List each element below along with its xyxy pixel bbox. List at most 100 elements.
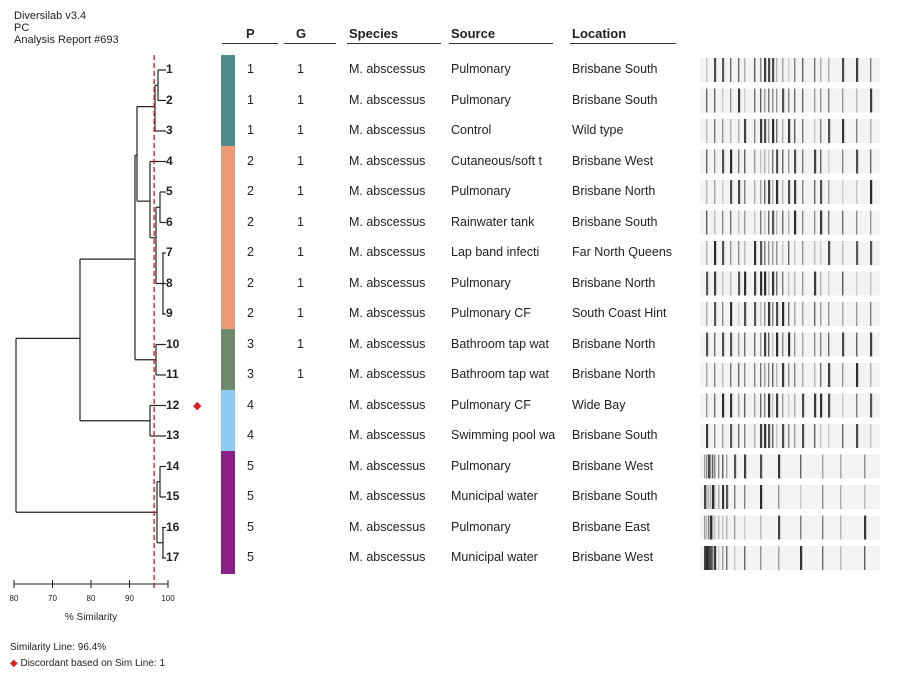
fingerprint-band <box>706 363 708 387</box>
fingerprint-band <box>754 302 757 326</box>
location-cell: Brisbane East <box>572 519 650 534</box>
fingerprint-band <box>842 332 845 357</box>
fingerprint-band <box>712 546 714 570</box>
report-header: Diversilab v3.4 PC Analysis Report #693 <box>14 10 119 46</box>
fingerprint-band <box>776 424 778 448</box>
fingerprint-bands <box>700 119 880 143</box>
fingerprint-band <box>718 485 720 509</box>
fingerprint-band <box>856 210 858 235</box>
location-cell: Brisbane North <box>572 367 656 381</box>
fingerprint-band <box>722 485 725 509</box>
fingerprint-band <box>776 363 778 387</box>
pattern-color-bar <box>221 542 235 574</box>
fingerprint-band <box>706 546 709 570</box>
fingerprint-band <box>856 119 858 143</box>
report-title: Analysis Report #693 <box>14 34 119 46</box>
fingerprint-band <box>778 546 780 570</box>
fingerprint-band <box>734 454 737 479</box>
fingerprint-band <box>738 210 740 235</box>
fingerprint-band <box>744 393 746 418</box>
fingerprint-background <box>700 271 880 296</box>
fingerprint-band <box>828 271 830 296</box>
fingerprint-band <box>738 58 740 82</box>
fingerprint-band <box>760 119 763 143</box>
fingerprint-band <box>708 485 710 509</box>
fingerprint-band <box>776 271 778 296</box>
fingerprint-band <box>706 88 708 113</box>
fingerprint-band <box>870 363 872 387</box>
fingerprint-band <box>842 180 844 204</box>
pattern-cell: 2 <box>247 184 254 198</box>
fingerprint-band <box>760 88 762 113</box>
pattern-cell: 2 <box>247 306 254 320</box>
fingerprint-band <box>722 119 724 143</box>
column-rule-p <box>222 43 278 44</box>
fingerprint-band <box>814 119 816 143</box>
location-cell: Wide Bay <box>572 397 626 412</box>
fingerprint-band <box>722 180 724 204</box>
axis-tick-label: 80 <box>87 594 96 603</box>
fingerprint-band <box>722 271 724 296</box>
fingerprint-band <box>800 546 803 570</box>
fingerprint-band <box>772 88 774 113</box>
fingerprint-band <box>704 515 706 540</box>
source-cell: Bathroom tap wat <box>451 367 549 381</box>
fingerprint-band <box>800 454 802 479</box>
fingerprint-band <box>840 546 842 570</box>
location-cell: Brisbane South <box>572 92 658 107</box>
fingerprint-band <box>856 271 858 296</box>
fingerprint-band <box>772 302 774 326</box>
fingerprint-band <box>744 149 746 174</box>
fingerprint-band <box>768 332 770 357</box>
fingerprint-band <box>842 210 844 235</box>
fingerprint-band <box>706 119 708 143</box>
fingerprint-band <box>814 149 817 174</box>
species-cell: M. abscessus <box>349 458 426 473</box>
fingerprint-band <box>870 149 872 174</box>
fingerprint-band <box>714 363 716 387</box>
fingerprint-band <box>788 424 790 448</box>
source-cell: Pulmonary <box>451 458 511 473</box>
axis-tick-label: 70 <box>48 594 57 603</box>
fingerprint-bands <box>700 149 880 174</box>
fingerprint-band <box>870 210 872 235</box>
fingerprint-band <box>768 58 771 82</box>
fingerprint-band <box>768 302 771 326</box>
fingerprint-band <box>706 180 708 204</box>
fingerprint-band <box>814 88 816 113</box>
fingerprint-band <box>714 180 716 204</box>
fingerprint-band <box>738 302 740 326</box>
fingerprint-band <box>776 241 778 265</box>
source-cell: Pulmonary <box>451 92 511 107</box>
fingerprint-band <box>794 149 797 174</box>
fingerprint-band <box>738 271 741 296</box>
fingerprint-band <box>744 271 747 296</box>
fingerprint-band <box>794 302 796 326</box>
pattern-cell: 2 <box>247 275 254 290</box>
fingerprint-band <box>802 241 804 265</box>
fingerprint-band <box>814 363 816 387</box>
pattern-cell: 1 <box>247 92 254 107</box>
fingerprint-band <box>730 58 732 82</box>
fingerprint-band <box>870 119 872 143</box>
species-cell: M. abscessus <box>349 184 426 198</box>
fingerprint-band <box>842 241 844 265</box>
fingerprint-band <box>768 271 770 296</box>
species-cell: M. abscessus <box>349 519 426 534</box>
location-cell: Brisbane South <box>572 428 658 442</box>
fingerprint-band <box>870 302 872 326</box>
fingerprint-band <box>782 210 784 235</box>
fingerprint-band <box>782 363 785 387</box>
fingerprint-background <box>700 363 880 387</box>
fingerprint-band <box>776 302 779 326</box>
fingerprint-band <box>842 424 844 448</box>
fingerprint-bands <box>700 424 880 448</box>
fingerprint-band <box>768 119 770 143</box>
fingerprint-band <box>794 332 796 357</box>
isolate-id: 7 <box>166 245 173 259</box>
source-cell: Pulmonary <box>451 184 511 198</box>
fingerprint-band <box>820 210 823 235</box>
source-cell: Bathroom tap wat <box>451 336 549 351</box>
pattern-color-bar <box>221 329 235 361</box>
fingerprint-band <box>772 393 774 418</box>
